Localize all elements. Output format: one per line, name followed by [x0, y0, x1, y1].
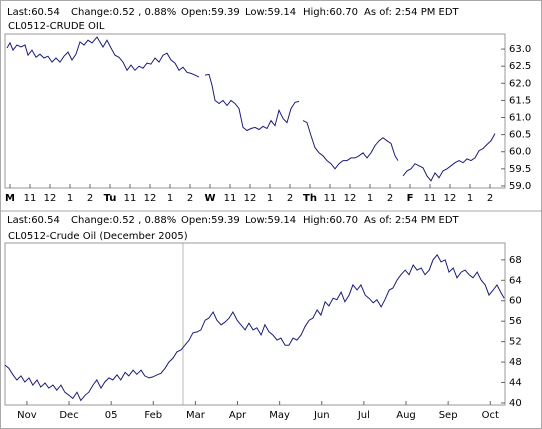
- x-tick-label: Dec: [59, 410, 78, 421]
- plot-frame: [4, 33, 506, 189]
- y-tick-label: 62.0: [509, 78, 531, 89]
- chart-title: CL0512-Crude Oil (December 2005): [8, 231, 188, 242]
- quote-field: Change:0.52 , 0.88%: [71, 7, 176, 18]
- x-tick-label: 12: [244, 193, 257, 204]
- y-tick-label: 61.5: [509, 95, 531, 106]
- y-tick-label: 59.5: [509, 164, 531, 175]
- y-tick-label: 44: [509, 378, 522, 389]
- x-tick-label: 05: [105, 410, 118, 421]
- y-tick-label: 61.0: [509, 113, 531, 124]
- chart-title: CL0512-CRUDE OIL: [8, 21, 105, 32]
- x-tick-label: F: [407, 193, 414, 204]
- x-tick-label: Sep: [439, 410, 458, 421]
- x-tick-label: 2: [87, 193, 93, 204]
- x-tick-label: May: [269, 410, 290, 421]
- y-tick-label: 60.5: [509, 130, 531, 141]
- x-tick-label: 11: [424, 193, 437, 204]
- x-tick-label: Mar: [186, 410, 206, 421]
- x-tick-label: Jun: [313, 410, 330, 421]
- x-tick-label: 11: [24, 193, 37, 204]
- x-tick-label: Apr: [229, 410, 247, 421]
- quote-field: Low:59.14: [245, 215, 296, 226]
- x-tick-label: 1: [267, 193, 273, 204]
- y-tick-label: 63.0: [509, 44, 531, 55]
- quote-field: As of: 2:54 PM EDT: [364, 7, 460, 18]
- y-tick-label: 48: [509, 357, 522, 368]
- plot-frame: [4, 242, 506, 406]
- x-tick-label: Feb: [144, 410, 162, 421]
- x-tick-label: Oct: [482, 410, 499, 421]
- x-tick-label: W: [204, 193, 215, 204]
- y-tick-label: 60.0: [509, 147, 531, 158]
- x-tick-label: 12: [44, 193, 57, 204]
- x-tick-label: 1: [67, 193, 73, 204]
- x-tick-label: 1: [167, 193, 173, 204]
- x-tick-label: Aug: [396, 410, 416, 421]
- y-tick-label: 52: [509, 337, 522, 348]
- y-tick-label: 62.5: [509, 61, 531, 72]
- x-tick-label: 1: [367, 193, 373, 204]
- x-tick-label: Tu: [104, 193, 117, 204]
- x-tick-label: M: [5, 193, 15, 204]
- quote-field: As of: 2:54 PM EDT: [364, 215, 460, 226]
- y-tick-label: 64: [509, 275, 522, 286]
- quote-field: Change:0.52 , 0.88%: [71, 215, 176, 226]
- x-tick-label: 12: [444, 193, 457, 204]
- x-tick-label: 11: [324, 193, 337, 204]
- x-tick-label: 11: [224, 193, 237, 204]
- quote-field: Last:60.54: [7, 7, 60, 18]
- price-line: [6, 36, 496, 182]
- quote-field: Low:59.14: [245, 7, 296, 18]
- y-tick-label: 68: [509, 255, 522, 266]
- x-tick-label: 12: [144, 193, 157, 204]
- x-tick-label: Th: [303, 193, 317, 204]
- quote-field: Open:59.39: [181, 215, 240, 226]
- x-tick-label: 2: [287, 193, 293, 204]
- x-tick-label: 2: [187, 193, 193, 204]
- y-tick-label: 40: [509, 398, 522, 409]
- x-tick-label: Nov: [17, 410, 37, 421]
- quote-field: Open:59.39: [181, 7, 240, 18]
- x-tick-label: 1: [467, 193, 473, 204]
- quote-field: High:60.70: [303, 215, 358, 226]
- quote-field: High:60.70: [303, 7, 358, 18]
- x-tick-label: 2: [387, 193, 393, 204]
- y-tick-label: 60: [509, 296, 522, 307]
- y-tick-label: 56: [509, 316, 522, 327]
- price-line: [4, 253, 505, 402]
- x-tick-label: 11: [124, 193, 137, 204]
- x-tick-label: 2: [487, 193, 493, 204]
- x-tick-label: 12: [344, 193, 357, 204]
- y-tick-label: 59.0: [509, 181, 531, 192]
- quote-field: Last:60.54: [7, 215, 60, 226]
- x-tick-label: Jul: [357, 410, 370, 421]
